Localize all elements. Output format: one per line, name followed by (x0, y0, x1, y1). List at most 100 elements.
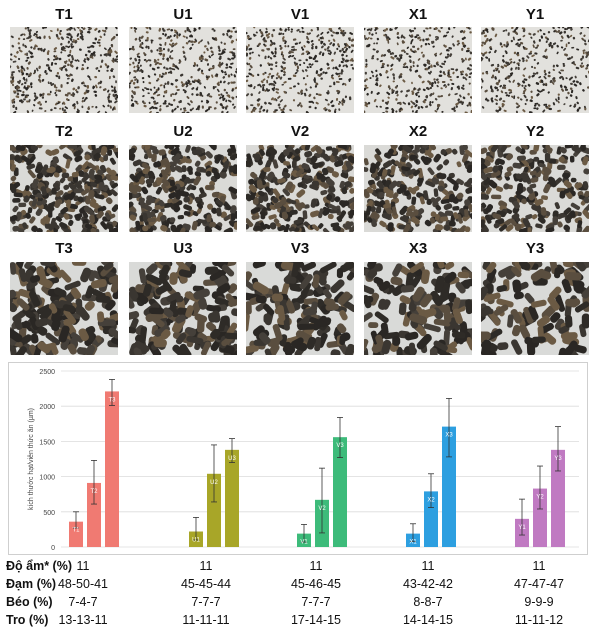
photo-cell-x3: X3 (364, 0, 472, 362)
photo-label: T3 (55, 240, 73, 257)
photo-label: X2 (408, 123, 428, 140)
photo-label: T1 (55, 6, 73, 23)
photo-label: U1 (173, 6, 193, 23)
photo-cell-t2: T2 (10, 0, 118, 362)
pellet-photo (481, 262, 589, 355)
bar-label: T2 (90, 489, 98, 495)
sample-photo-grid: T1 U1 V1 X1 Y1 T2 U2 V2 X2 Y2 T3 U3 V3 X3 Y3 (10, 0, 589, 362)
stats-cell: 8-8-7 (413, 595, 443, 609)
stats-cell: 45-45-44 (180, 577, 232, 591)
y-tick-label: 1000 (39, 475, 55, 482)
bar-label: V1 (300, 540, 308, 546)
stats-cell: 11-11-12 (514, 613, 564, 627)
bar-u2 (207, 473, 221, 547)
stats-cell: 11 (76, 559, 90, 573)
bar-chart: 0 500 1000 1500 2000 2500 kích thước hạt/viên … (8, 362, 588, 555)
y-tick-label: 0 (51, 545, 55, 552)
stats-cell: 11 (309, 559, 323, 573)
stats-cell: 11 (421, 559, 435, 573)
bar-y2 (533, 488, 547, 547)
photo-cell-x2: X2 (364, 0, 472, 362)
photo-cell-y2: Y2 (481, 0, 589, 362)
photo-label: V3 (290, 240, 310, 257)
photo-label: Y3 (525, 240, 545, 257)
chart-svg: 0 500 1000 1500 2000 2500 kích thước hạt/viên … (28, 369, 579, 552)
stats-cell: 11-11-11 (182, 613, 230, 627)
bar-label: U2 (210, 480, 218, 486)
stats-cell: 7-4-7 (68, 595, 98, 609)
stats-cell: 14-14-15 (402, 613, 454, 627)
bar-x3 (442, 426, 456, 547)
pellet-photo (129, 27, 237, 113)
stats-cell: 13-13-11 (58, 613, 108, 627)
y-axis-label: kích thước hạt/viên thức ăn (µm) (28, 408, 35, 510)
bar-label: V3 (336, 443, 344, 449)
photo-label: X1 (408, 6, 428, 23)
stats-cell: 7-7-7 (191, 595, 221, 609)
stats-cell: 43-42-42 (402, 577, 454, 591)
y-tick-label: 500 (43, 510, 55, 517)
bar-label: X1 (409, 540, 417, 546)
photo-label: U3 (173, 240, 193, 257)
photo-cell-x1: X1 (364, 0, 472, 362)
bar-v3 (333, 437, 347, 547)
stats-cell: 11 (532, 559, 546, 573)
y-tick-label: 1500 (39, 439, 55, 446)
pellet-photo (364, 27, 472, 113)
bar-label: Y1 (518, 525, 526, 531)
photo-label: V1 (290, 6, 310, 23)
photo-cell-t3: T3 (10, 0, 118, 362)
composition-table: Độ ẩm* (%) Đạm (%) Béo (%) Tro (%) 11 48-50-4… (0, 556, 597, 629)
pellet-photo (481, 145, 589, 232)
bar-label: Y2 (536, 495, 544, 501)
bar-label: Y3 (554, 456, 562, 462)
photo-label: U2 (173, 123, 193, 140)
pellet-photo (246, 262, 354, 355)
pellet-photo (481, 27, 589, 113)
stats-row-label: Tro (%) (6, 613, 49, 627)
photo-label: T2 (55, 123, 73, 140)
photo-cell-v2: V2 (246, 0, 354, 362)
photo-cell-y3: Y3 (481, 0, 589, 362)
stats-row-label: Độ ẩm* (%) (6, 559, 72, 573)
photo-label: V2 (290, 123, 310, 140)
pellet-photo (364, 262, 472, 355)
pellet-photo (10, 27, 118, 113)
photo-cell-t1: T1 (10, 0, 118, 362)
stats-cell: 7-7-7 (301, 595, 331, 609)
bar-label: X3 (445, 433, 453, 439)
bar-label: T3 (108, 397, 116, 403)
photo-label: Y1 (525, 6, 545, 23)
stats-cell: 45-46-45 (290, 577, 342, 591)
stats-cell: 17-14-15 (290, 613, 342, 627)
bar-label: U3 (228, 456, 236, 462)
y-tick-label: 2500 (39, 369, 55, 376)
bar-t3 (105, 391, 119, 547)
bar-y3 (551, 449, 565, 547)
bar-label: V2 (318, 506, 326, 512)
photo-label: X3 (408, 240, 428, 257)
bar-x2 (424, 491, 438, 547)
pellet-photo (246, 145, 354, 232)
bar-t2 (87, 482, 101, 547)
bar-label: T1 (72, 528, 80, 534)
pellet-photo (364, 145, 472, 232)
stats-row-label: Béo (%) (6, 595, 53, 609)
photo-cell-y1: Y1 (481, 0, 589, 362)
bar-label: U1 (192, 538, 200, 544)
pellet-photo (129, 145, 237, 232)
stats-cell: 11 (199, 559, 213, 573)
bar-label: X2 (427, 497, 435, 503)
stats-cell: 47-47-47 (513, 577, 565, 591)
pellet-photo (10, 145, 118, 232)
photo-cell-v3: V3 (246, 0, 354, 362)
photo-cell-u2: U2 (129, 0, 237, 362)
stats-cell: 48-50-41 (57, 577, 109, 591)
stats-row-label: Đạm (%) (6, 577, 57, 591)
photo-cell-u1: U1 (129, 0, 237, 362)
pellet-photo (129, 262, 237, 355)
pellet-photo (246, 27, 354, 113)
y-tick-label: 2000 (39, 404, 55, 411)
bar-t1 (69, 521, 83, 547)
pellet-photo (10, 262, 118, 355)
